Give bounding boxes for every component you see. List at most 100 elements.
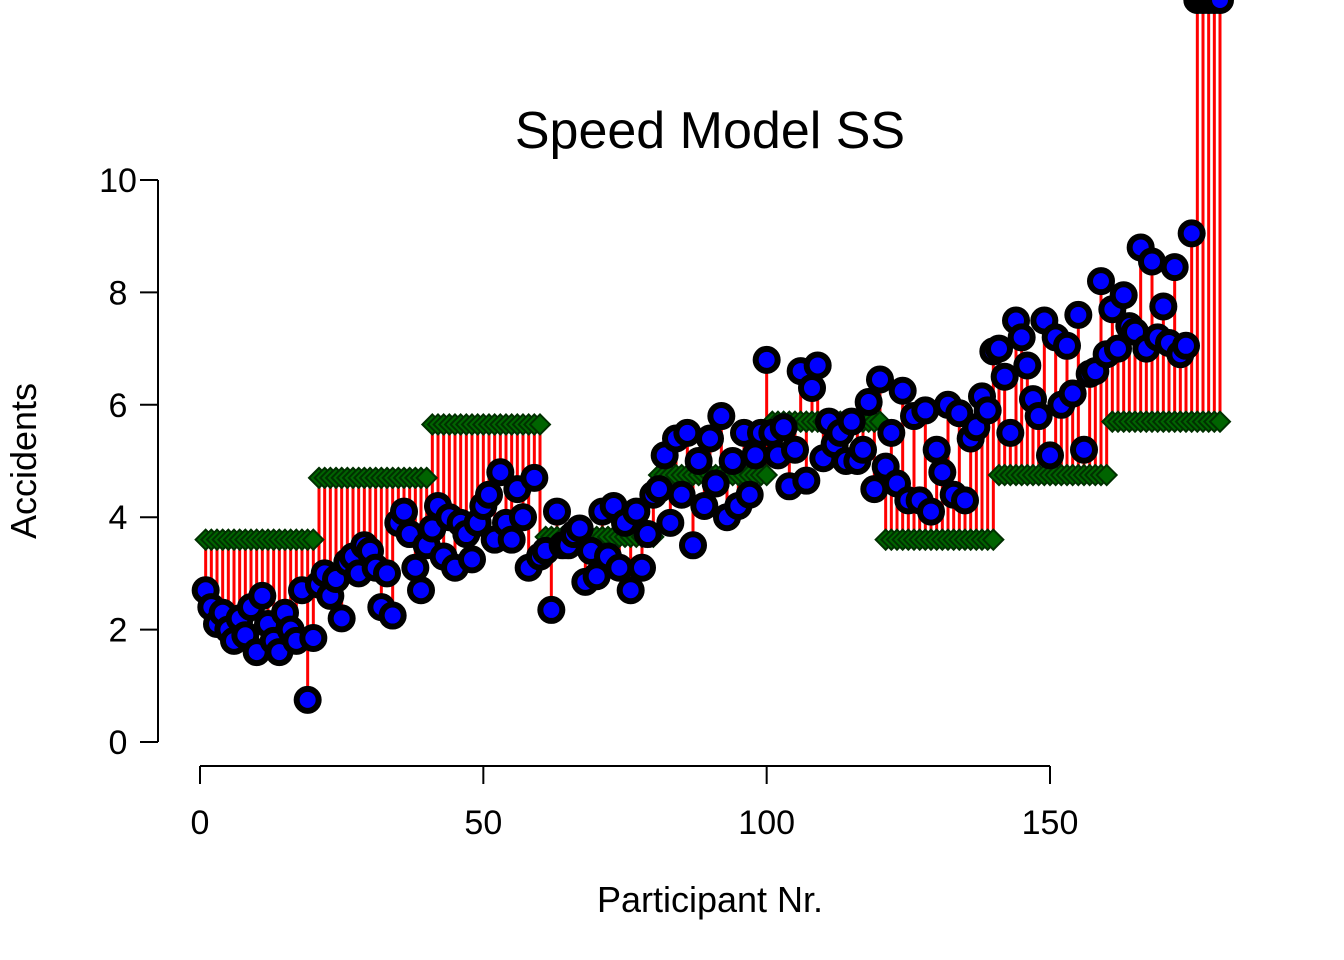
observed-point <box>917 497 945 526</box>
observed-point <box>401 553 430 582</box>
observed-point <box>1149 292 1178 321</box>
observed-point <box>769 413 798 442</box>
observed-point <box>1104 334 1132 363</box>
observed-point <box>628 553 656 582</box>
observed-point <box>854 387 883 416</box>
observed-point <box>1064 300 1093 329</box>
observed-point <box>735 480 764 509</box>
x-tick-label: 100 <box>738 804 795 842</box>
observed-point <box>985 334 1013 363</box>
observed-point <box>509 503 537 532</box>
observed-point <box>1024 402 1053 431</box>
observed-point <box>373 559 401 588</box>
observed-point <box>537 595 566 624</box>
observed-point <box>543 497 571 526</box>
observed-point <box>622 497 651 526</box>
observed-point <box>497 525 526 554</box>
y-tick-label: 10 <box>99 162 137 200</box>
observed-point <box>1160 253 1189 282</box>
observed-point <box>293 685 322 714</box>
observed-point <box>1206 0 1234 14</box>
x-tick-label: 150 <box>1022 804 1079 842</box>
observed-point <box>928 458 957 487</box>
observed-point <box>741 441 770 470</box>
y-tick-label: 4 <box>109 499 128 537</box>
observed-point <box>951 486 979 515</box>
observed-point <box>1053 331 1081 360</box>
observed-point <box>877 418 906 447</box>
observed-point <box>866 365 894 394</box>
observed-point <box>718 447 747 475</box>
prediction-point <box>981 528 1005 552</box>
observed-point <box>1138 247 1166 276</box>
observed-point <box>565 514 594 543</box>
observed-point <box>888 376 917 405</box>
observed-point <box>248 581 277 610</box>
observed-point <box>475 480 503 509</box>
prediction-point <box>755 463 779 487</box>
observed-point <box>1087 267 1115 296</box>
observed-point <box>707 402 736 431</box>
observed-point <box>945 399 974 428</box>
observed-point <box>679 531 707 560</box>
observed-point <box>390 497 418 526</box>
x-tick-label: 50 <box>464 804 502 842</box>
observed-point <box>792 466 821 495</box>
observed-point <box>860 475 889 504</box>
observed-point <box>1036 441 1064 470</box>
observed-point <box>633 520 662 549</box>
observed-point <box>849 435 877 464</box>
observed-point <box>701 469 730 498</box>
chart-title: Speed Model SS <box>515 102 905 160</box>
observed-point <box>781 435 809 464</box>
prediction-point <box>415 466 439 490</box>
observed-point <box>582 562 611 591</box>
observed-markers <box>191 0 1234 714</box>
observed-point <box>673 418 702 447</box>
observed-point <box>458 545 486 574</box>
observed-point <box>378 601 407 630</box>
observed-point <box>837 407 866 436</box>
observed-point <box>990 362 1019 391</box>
observed-point <box>973 396 1002 425</box>
x-tick-label: 0 <box>191 804 210 842</box>
observed-point <box>798 373 826 402</box>
observed-point <box>1007 323 1036 352</box>
x-axis-label: Participant Nr. <box>597 879 823 920</box>
observed-point <box>1013 351 1042 380</box>
prediction-point <box>301 528 325 552</box>
y-tick-label: 0 <box>109 724 128 762</box>
observed-point <box>1177 219 1206 248</box>
observed-point <box>605 553 634 582</box>
prediction-point <box>528 413 552 436</box>
y-axis: 0 2 4 6 8 10 <box>99 162 159 762</box>
observed-point <box>1172 331 1200 360</box>
observed-point <box>299 624 328 653</box>
observed-point <box>1109 281 1138 310</box>
observed-point <box>803 351 832 380</box>
observed-point <box>922 435 951 464</box>
observed-point <box>1070 435 1098 464</box>
observed-point <box>1058 379 1087 408</box>
observed-point <box>407 576 435 605</box>
x-axis: 0 50 100 150 <box>191 765 1079 842</box>
observed-point <box>752 345 781 374</box>
prediction-point <box>1095 463 1119 487</box>
observed-point <box>667 480 696 509</box>
observed-point <box>486 458 515 487</box>
observed-point <box>645 475 673 504</box>
observed-point <box>911 396 940 425</box>
observed-point <box>690 491 719 520</box>
y-axis-label: Accidents <box>3 383 44 539</box>
observed-point <box>327 604 356 633</box>
observed-point <box>656 508 685 537</box>
observed-point <box>684 447 713 475</box>
y-tick-label: 8 <box>109 274 128 312</box>
y-tick-label: 2 <box>109 612 128 650</box>
observed-point <box>996 418 1025 447</box>
observed-point <box>696 424 724 453</box>
observed-point <box>520 463 549 492</box>
observed-point <box>616 576 645 605</box>
prediction-point <box>1208 410 1232 434</box>
